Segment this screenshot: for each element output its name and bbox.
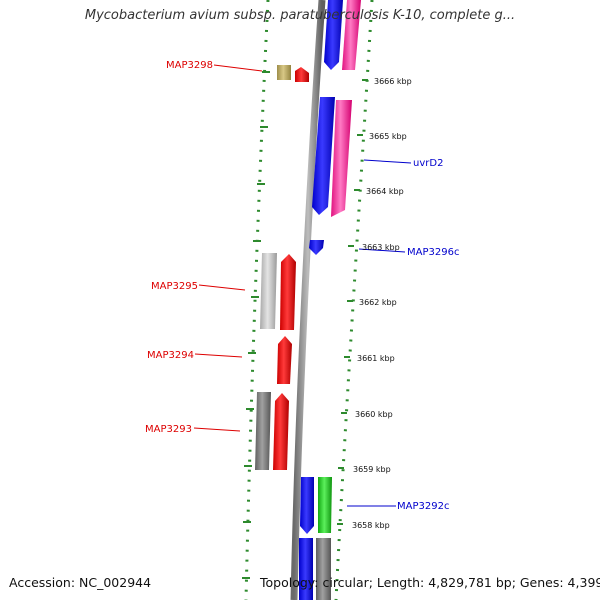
forward-cds-arrow[interactable] bbox=[277, 336, 292, 384]
scale-label: 3664 kbp bbox=[366, 187, 404, 196]
scale-label: 3662 kbp bbox=[359, 298, 397, 307]
forward-cds-arrow[interactable] bbox=[280, 254, 296, 330]
other-feature[interactable] bbox=[316, 538, 331, 600]
accession-text: Accession: NC_002944 bbox=[9, 575, 152, 590]
scale-label: 3663 kbp bbox=[362, 243, 400, 252]
genome-summary-text: Topology: circular; Length: 4,829,781 bp… bbox=[260, 575, 600, 590]
scale-label: 3665 kbp bbox=[369, 132, 407, 141]
gene-label-map3294[interactable]: MAP3294 bbox=[147, 350, 194, 361]
forward-cds-arrow[interactable] bbox=[273, 393, 289, 470]
right-gene-labels: uvrD2 MAP3296c MAP3292c bbox=[397, 158, 459, 512]
gene-label-uvrd2[interactable]: uvrD2 bbox=[413, 158, 443, 169]
outer-ruler-ticks bbox=[337, 79, 368, 525]
gc-skew-block[interactable] bbox=[331, 100, 352, 217]
gene-label-map3293[interactable]: MAP3293 bbox=[145, 424, 192, 435]
other-feature[interactable] bbox=[277, 65, 291, 80]
reverse-cds-arrow[interactable] bbox=[324, 0, 343, 70]
reverse-cds-arrow[interactable] bbox=[300, 477, 314, 534]
gene-label-map3296c[interactable]: MAP3296c bbox=[407, 247, 459, 258]
genome-backbone bbox=[290, 0, 326, 600]
reverse-cds-arrow[interactable] bbox=[312, 97, 335, 215]
reverse-cds-block[interactable] bbox=[299, 538, 313, 600]
left-label-leaders bbox=[193, 64, 263, 432]
scale-labels: 3666 kbp 3665 kbp 3664 kbp 3663 kbp 3662… bbox=[352, 77, 412, 530]
map-title: Mycobacterium avium subsp. paratuberculo… bbox=[84, 8, 516, 23]
forward-cds-arrow[interactable] bbox=[295, 67, 309, 82]
scale-label: 3660 kbp bbox=[355, 410, 393, 419]
gc-skew-block[interactable] bbox=[342, 0, 361, 70]
gene-label-map3295[interactable]: MAP3295 bbox=[151, 281, 198, 292]
scale-label: 3658 kbp bbox=[352, 521, 390, 530]
inner-ruler-ticks bbox=[242, 71, 270, 579]
scale-label: 3661 kbp bbox=[357, 354, 395, 363]
scale-label: 3666 kbp bbox=[374, 77, 412, 86]
scale-label: 3659 kbp bbox=[353, 465, 391, 474]
gene-label-map3298[interactable]: MAP3298 bbox=[166, 60, 213, 71]
rna-feature[interactable] bbox=[318, 477, 332, 533]
right-label-leaders bbox=[347, 159, 412, 507]
other-feature[interactable] bbox=[255, 392, 271, 470]
reverse-cds-arrow[interactable] bbox=[309, 240, 324, 255]
left-gene-labels: MAP3298 MAP3295 MAP3294 MAP3293 bbox=[145, 60, 213, 435]
gene-label-map3292c[interactable]: MAP3292c bbox=[397, 501, 449, 512]
other-feature[interactable] bbox=[260, 253, 277, 329]
